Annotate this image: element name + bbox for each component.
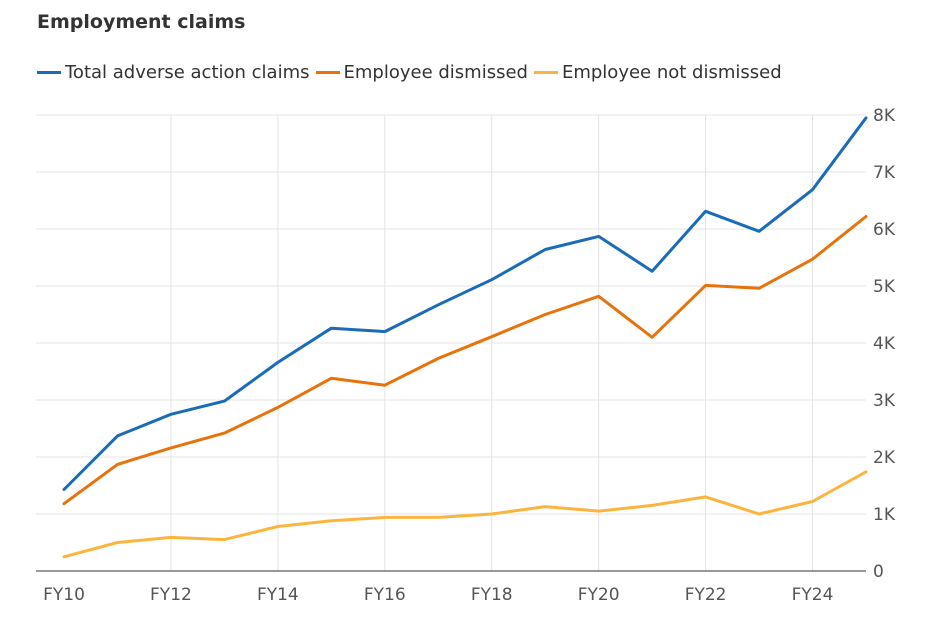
x-tick-label: FY10 <box>43 585 85 605</box>
y-tick-label: 2K <box>873 448 896 468</box>
legend-label-dismissed: Employee dismissed <box>343 62 528 83</box>
legend-label-not-dismissed: Employee not dismissed <box>561 62 782 83</box>
y-tick-label: 4K <box>873 334 896 354</box>
x-tick-label: FY16 <box>364 585 406 605</box>
x-tick-label: FY18 <box>471 585 513 605</box>
chart-legend: Total adverse action claims Employee dis… <box>37 62 788 83</box>
x-tick-label: FY22 <box>685 585 727 605</box>
y-tick-label: 6K <box>873 220 896 240</box>
legend-swatch-dismissed <box>315 71 340 74</box>
series-line-dismissed <box>62 215 868 506</box>
y-tick-label: 3K <box>873 391 896 411</box>
x-tick-label: FY24 <box>792 585 834 605</box>
y-tick-label: 8K <box>873 106 896 126</box>
y-tick-label: 7K <box>873 163 896 183</box>
legend-swatch-not-dismissed <box>533 71 558 74</box>
y-tick-label: 1K <box>873 505 896 525</box>
x-tick-label: FY14 <box>257 585 299 605</box>
series-line-not-dismissed <box>62 470 868 559</box>
legend-swatch-total <box>37 71 61 74</box>
legend-item-not-dismissed: Employee not dismissed <box>533 62 782 83</box>
series-line-total <box>62 116 868 491</box>
x-tick-label: FY20 <box>578 585 620 605</box>
legend-item-total: Total adverse action claims <box>37 62 310 83</box>
x-tick-label: FY12 <box>150 585 192 605</box>
legend-item-dismissed: Employee dismissed <box>315 62 528 83</box>
chart-title: Employment claims <box>37 11 246 33</box>
y-tick-label: 0 <box>873 562 884 582</box>
y-tick-label: 5K <box>873 277 896 297</box>
legend-label-total: Total adverse action claims <box>65 62 310 83</box>
